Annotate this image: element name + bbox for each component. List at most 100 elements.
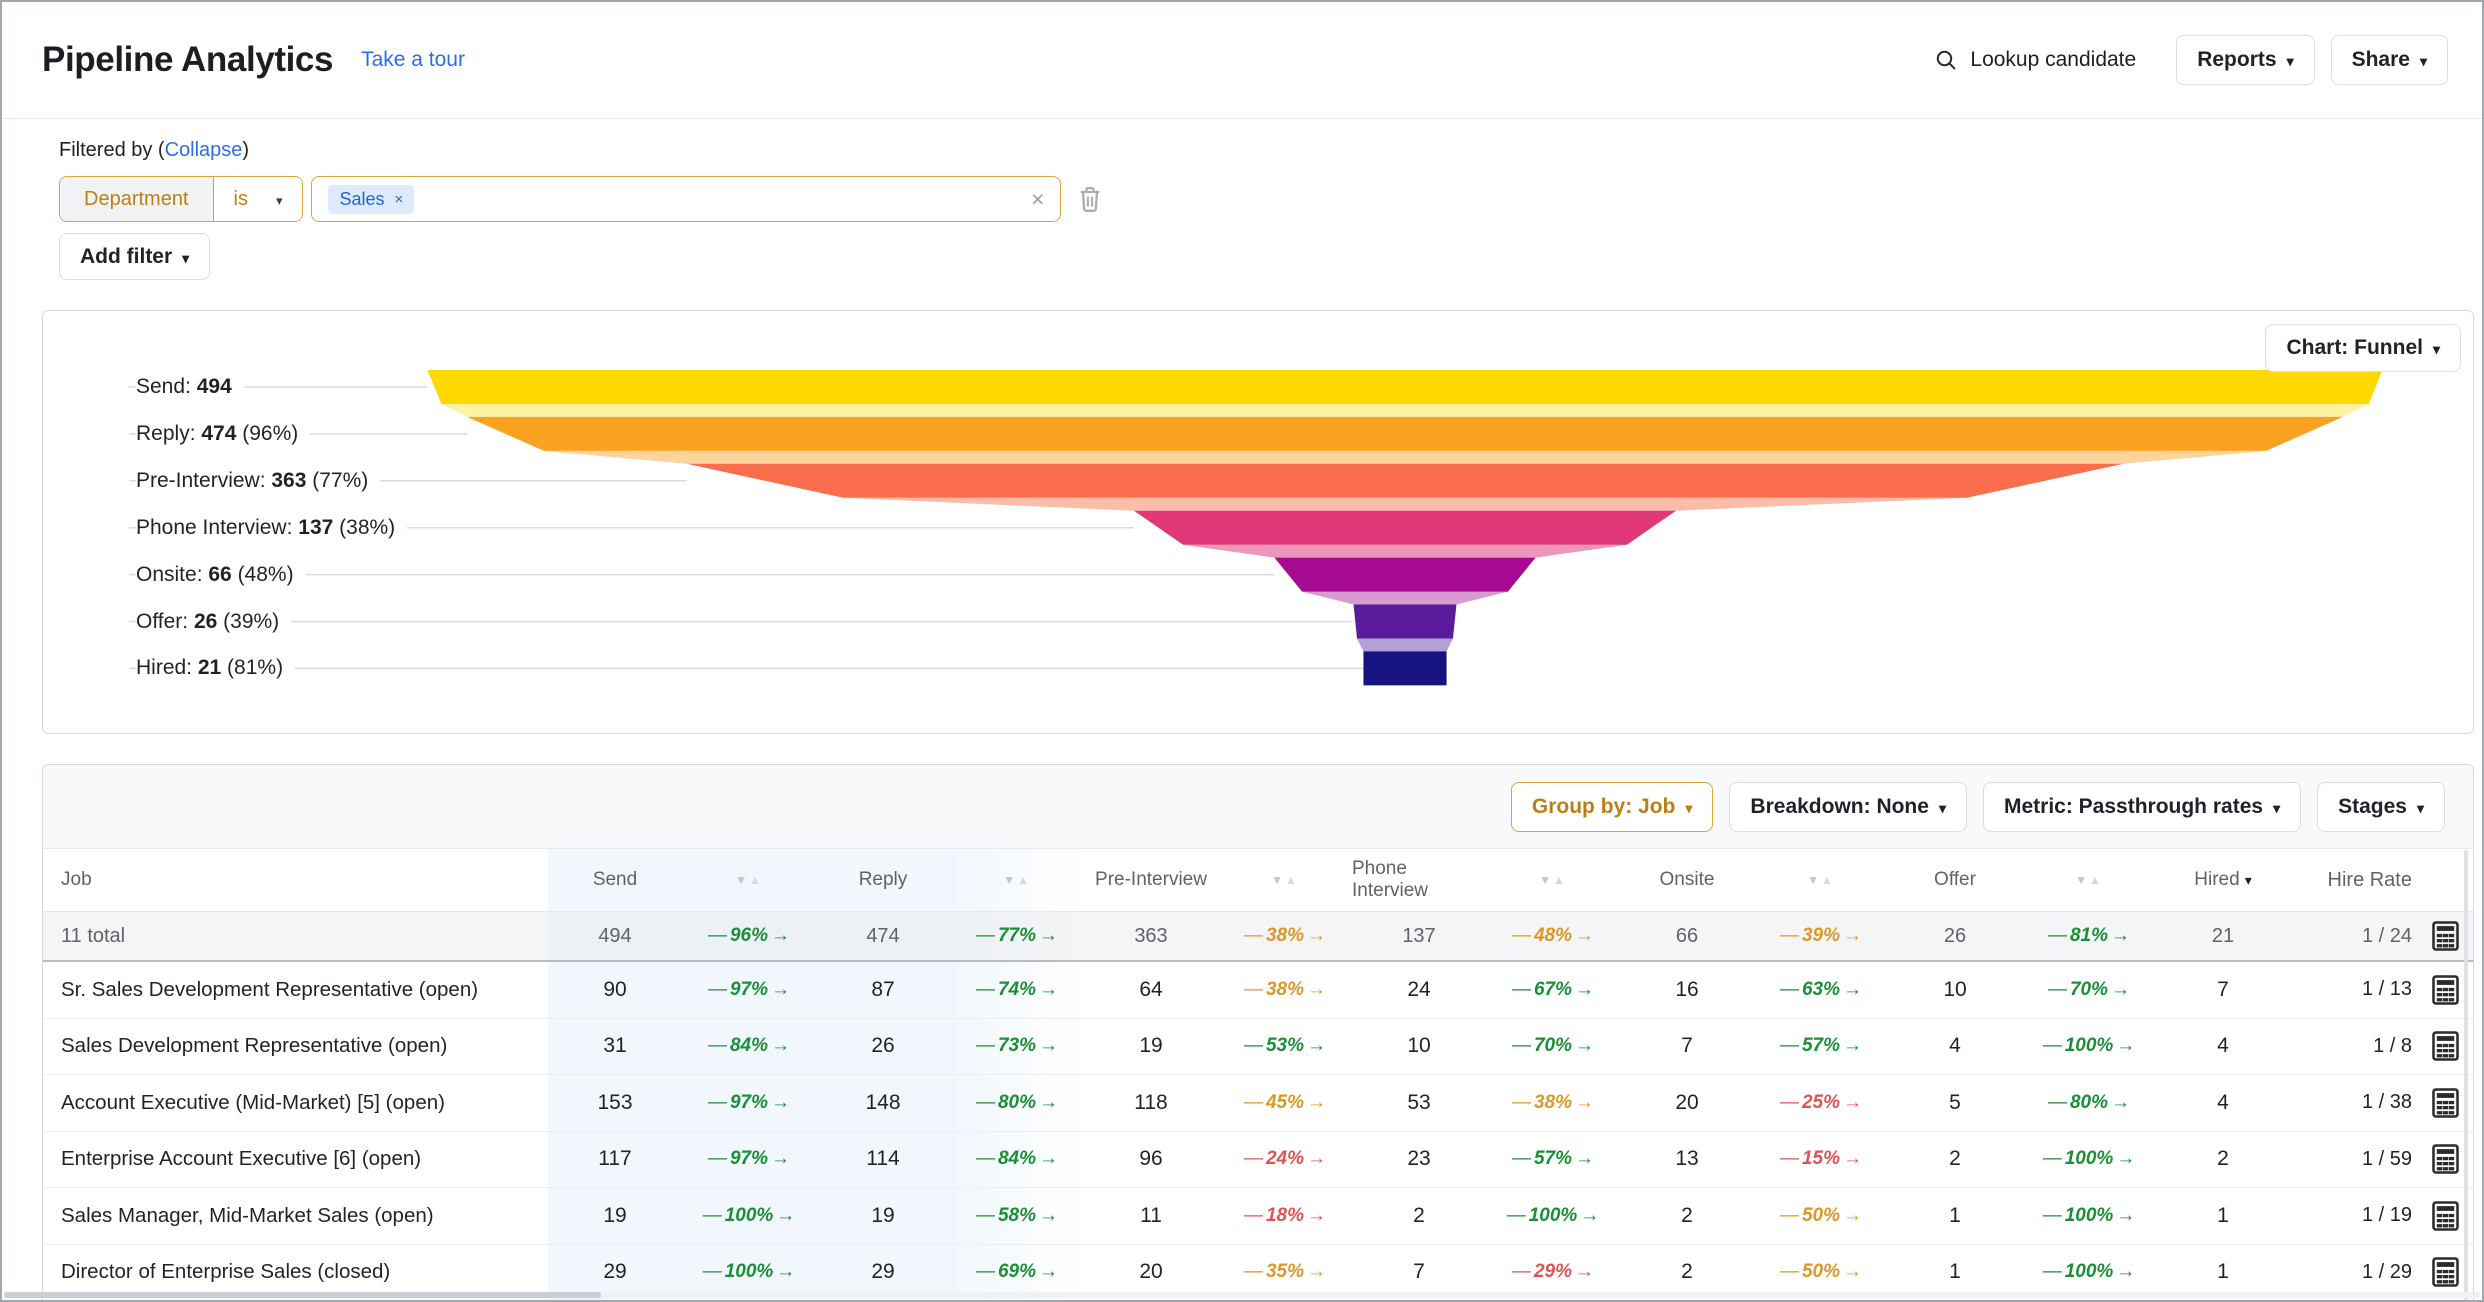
stage-value: 23 — [1407, 1147, 1431, 1171]
passthrough-rate: —84% → — [950, 1131, 1084, 1187]
filters-section: Filtered by (Collapse) Department is ▾ Sa… — [2, 139, 2482, 280]
sort-button-pre-interview[interactable]: ▼▲ — [1271, 873, 1299, 887]
calculator-icon[interactable] — [2416, 962, 2473, 1018]
passthrough-rate: —38% → — [1243, 978, 1327, 1000]
collapse-link[interactable]: Collapse — [164, 139, 243, 161]
group-by-button[interactable]: Group by: Job ▾ — [1510, 781, 1714, 832]
sort-button-onsite[interactable]: ▼▲ — [1807, 873, 1835, 887]
passthrough-rate: —38% → — [1243, 925, 1327, 946]
filter-tag-sales: Sales × — [328, 184, 415, 214]
passthrough-rate: —29% → — [1511, 1261, 1595, 1283]
search-icon — [1934, 48, 1958, 72]
passthrough-rate: —70% → — [1511, 1035, 1595, 1057]
funnel-bar-send[interactable] — [427, 370, 2383, 404]
stage-value: 2 — [1681, 1203, 1693, 1227]
job-cell[interactable]: Account Executive (Mid-Market) [5] (open… — [61, 1090, 445, 1114]
share-button[interactable]: Share ▾ — [2330, 35, 2448, 85]
stage-value: 5 — [1949, 1090, 1961, 1114]
stage-value: 148 — [816, 1075, 950, 1131]
col-header-onsite: Onsite — [1659, 869, 1715, 890]
funnel-bar-reply[interactable] — [467, 416, 2343, 451]
funnel-chart: Send: 494 Reply: 474 (96%) Pre-Interview: … — [43, 311, 2473, 733]
sort-button-reply[interactable]: ▼▲ — [950, 849, 1084, 911]
stage-value: 2 — [1413, 1203, 1425, 1227]
filter-value-input[interactable]: Sales × × — [311, 176, 1062, 222]
calculator-icon[interactable] — [2416, 1188, 2473, 1244]
clear-filter-icon[interactable]: × — [1031, 185, 1045, 212]
sort-button-offer[interactable]: ▼▲ — [2075, 873, 2103, 887]
sort-button-phone-interview[interactable]: ▼▲ — [1539, 873, 1567, 887]
calculator-icon[interactable] — [2416, 1019, 2473, 1075]
page-title: Pipeline Analytics — [42, 40, 334, 79]
funnel-stage-label-reply: Reply: 474 (96%) — [136, 419, 311, 448]
passthrough-rate: —50% → — [1779, 1204, 1863, 1226]
calculator-icon[interactable] — [2416, 912, 2473, 960]
stage-value: 96 — [1139, 1147, 1163, 1171]
reports-button[interactable]: Reports ▾ — [2176, 35, 2315, 85]
take-a-tour-link[interactable]: Take a tour — [361, 48, 465, 71]
chevron-down-icon: ▾ — [1938, 799, 1946, 816]
job-cell[interactable]: Enterprise Account Executive [6] (open) — [61, 1147, 422, 1171]
job-cell[interactable]: Sr. Sales Development Representative (op… — [61, 977, 479, 1001]
passthrough-rate: —96% → — [682, 912, 816, 960]
metric-button[interactable]: Metric: Passthrough rates ▾ — [1982, 781, 2302, 832]
chart-type-select[interactable]: Chart: Funnel ▾ — [2265, 324, 2461, 372]
hire-rate: 1 / 38 — [2361, 1091, 2412, 1114]
funnel-bar-pre-interview[interactable] — [686, 463, 2124, 498]
calculator-icon[interactable] — [2416, 1132, 2473, 1188]
stage-value: 29 — [816, 1244, 950, 1300]
funnel-transition — [441, 404, 2369, 417]
stage-value: 494 — [548, 912, 682, 960]
table-header-row: Job Send ▼▲ Reply ▼▲ Pre-Interview ▼▲ Phone Int… — [43, 849, 2473, 912]
table-row: Sales Manager, Mid-Market Sales (open) 19… — [43, 1188, 2473, 1245]
breakdown-button[interactable]: Breakdown: None ▾ — [1729, 781, 1967, 832]
delete-filter-button[interactable] — [1077, 185, 1103, 213]
funnel-bar-hired[interactable] — [1363, 651, 1447, 686]
stage-value: 10 — [1943, 977, 1967, 1001]
table-total-row: 11 total 494—96% → 474—77% → 363 —38% → 137 —48% →… — [43, 912, 2473, 962]
funnel-stage-label-offer: Offer: 26 (39%) — [136, 607, 292, 636]
funnel-transition — [543, 450, 2267, 464]
col-header-hired[interactable]: Hired ▾ — [2194, 869, 2252, 890]
funnel-bar-phone-interview[interactable] — [1133, 510, 1677, 545]
sort-button-send[interactable]: ▼▲ — [682, 849, 816, 911]
passthrough-rate: —80% → — [950, 1075, 1084, 1131]
stage-value: 7 — [1413, 1260, 1425, 1284]
col-header-job: Job — [61, 869, 92, 890]
table-scrollbar[interactable] — [2464, 850, 2468, 1300]
job-cell[interactable]: Director of Enterprise Sales (closed) — [61, 1260, 391, 1284]
filter-row: Department is ▾ Sales × × — [59, 176, 2442, 222]
filter-field-select[interactable]: Department — [60, 177, 214, 221]
table-row: Director of Enterprise Sales (closed) 29 —… — [43, 1244, 2473, 1301]
stage-value: 90 — [548, 962, 682, 1018]
remove-tag-icon[interactable]: × — [394, 190, 404, 208]
funnel-bar-offer[interactable] — [1353, 604, 1457, 639]
job-cell[interactable]: Sales Manager, Mid-Market Sales (open) — [61, 1203, 434, 1227]
stages-button[interactable]: Stages ▾ — [2317, 781, 2445, 832]
total-count-cell: 11 total — [61, 924, 126, 947]
filter-operator-select[interactable]: is ▾ — [213, 177, 303, 221]
calculator-icon[interactable] — [2416, 1075, 2473, 1131]
passthrough-rate: —80% → — [2047, 1091, 2131, 1113]
passthrough-rate: —100% → — [2042, 1035, 2136, 1057]
app-header: Pipeline Analytics Take a tour Lookup ca… — [2, 2, 2482, 119]
chevron-down-icon: ▾ — [2416, 799, 2424, 816]
calculator-icon[interactable] — [2416, 1245, 2473, 1301]
passthrough-rate: —63% → — [1779, 978, 1863, 1000]
passthrough-rate: —84% → — [682, 1018, 816, 1074]
passthrough-rate: —97% → — [682, 962, 816, 1018]
passthrough-rate: —81% → — [2047, 925, 2131, 946]
table-row: Enterprise Account Executive [6] (open) 1… — [43, 1131, 2473, 1188]
horizontal-scrollbar[interactable] — [4, 1292, 2480, 1298]
stage-value: 20 — [1139, 1260, 1163, 1284]
scrollbar-thumb[interactable] — [4, 1292, 601, 1298]
passthrough-rate: —57% → — [1779, 1035, 1863, 1057]
stage-value: 26 — [816, 1018, 950, 1074]
lookup-candidate-button[interactable]: Lookup candidate — [1934, 48, 2136, 72]
col-header-send: Send — [548, 849, 682, 911]
job-cell[interactable]: Sales Development Representative (open) — [61, 1034, 448, 1058]
stage-value: 4 — [1949, 1034, 1961, 1058]
add-filter-button[interactable]: Add filter ▾ — [59, 233, 211, 280]
funnel-bar-onsite[interactable] — [1274, 557, 1536, 592]
